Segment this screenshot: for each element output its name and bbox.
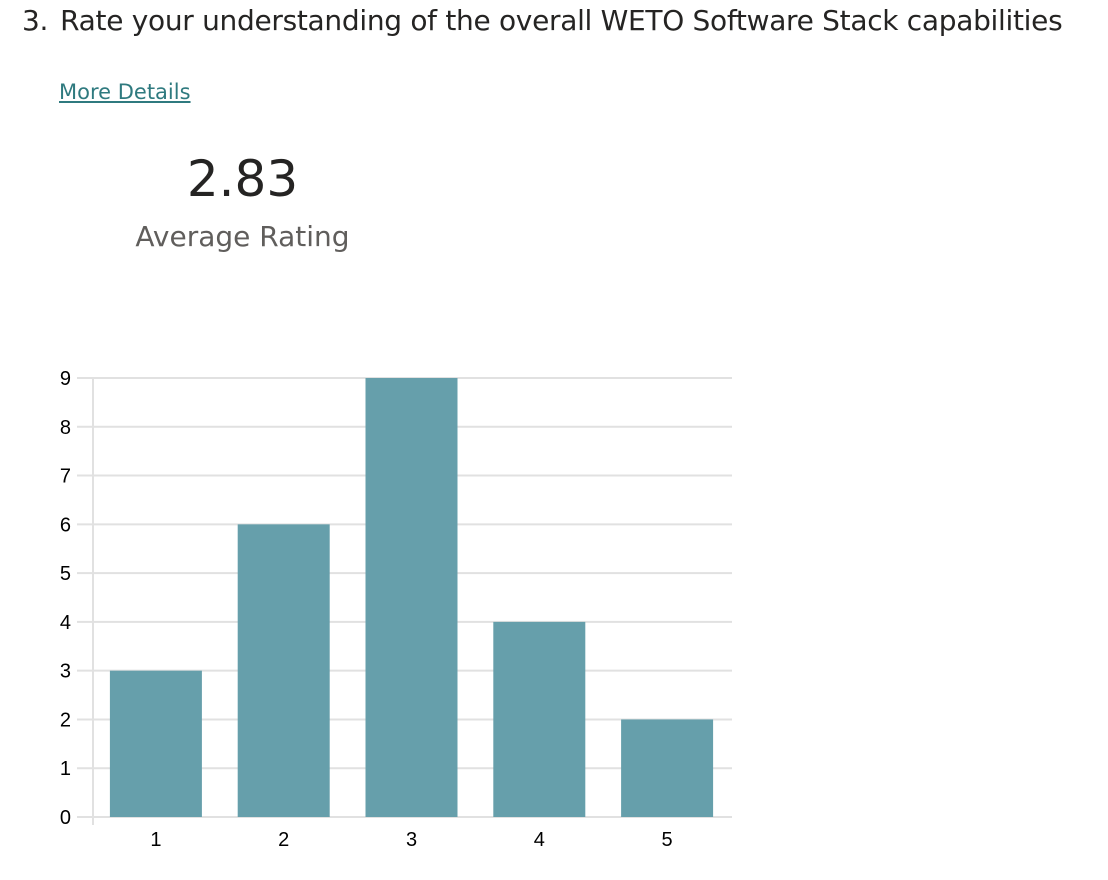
x-tick-label: 1 [150, 829, 161, 851]
y-tick-label: 3 [60, 661, 71, 683]
y-tick-label: 7 [60, 466, 71, 488]
y-tick-label: 2 [60, 709, 71, 731]
bar [621, 719, 714, 817]
x-tick-label: 4 [534, 829, 545, 851]
y-tick-label: 5 [60, 563, 71, 585]
bar [365, 378, 458, 817]
x-tick-label: 5 [662, 829, 673, 851]
average-rating-label: Average Rating [135, 220, 350, 253]
bar [237, 524, 330, 817]
y-tick-label: 6 [60, 514, 71, 536]
y-tick-label: 4 [60, 612, 71, 634]
y-tick-label: 8 [60, 417, 71, 439]
more-details-link[interactable]: More Details [59, 80, 191, 104]
question-title: 3. Rate your understanding of the overall… [22, 4, 1063, 37]
question-number: 3. [22, 4, 49, 37]
x-tick-label: 3 [406, 829, 417, 851]
question-text: Rate your understanding of the overall W… [60, 4, 1063, 37]
bar [109, 670, 202, 817]
y-tick-label: 9 [60, 368, 71, 390]
average-rating-value: 2.83 [186, 150, 299, 208]
x-tick-label: 2 [278, 829, 289, 851]
y-tick-label: 1 [60, 758, 71, 780]
y-tick-label: 0 [60, 807, 71, 829]
bar [493, 621, 586, 817]
